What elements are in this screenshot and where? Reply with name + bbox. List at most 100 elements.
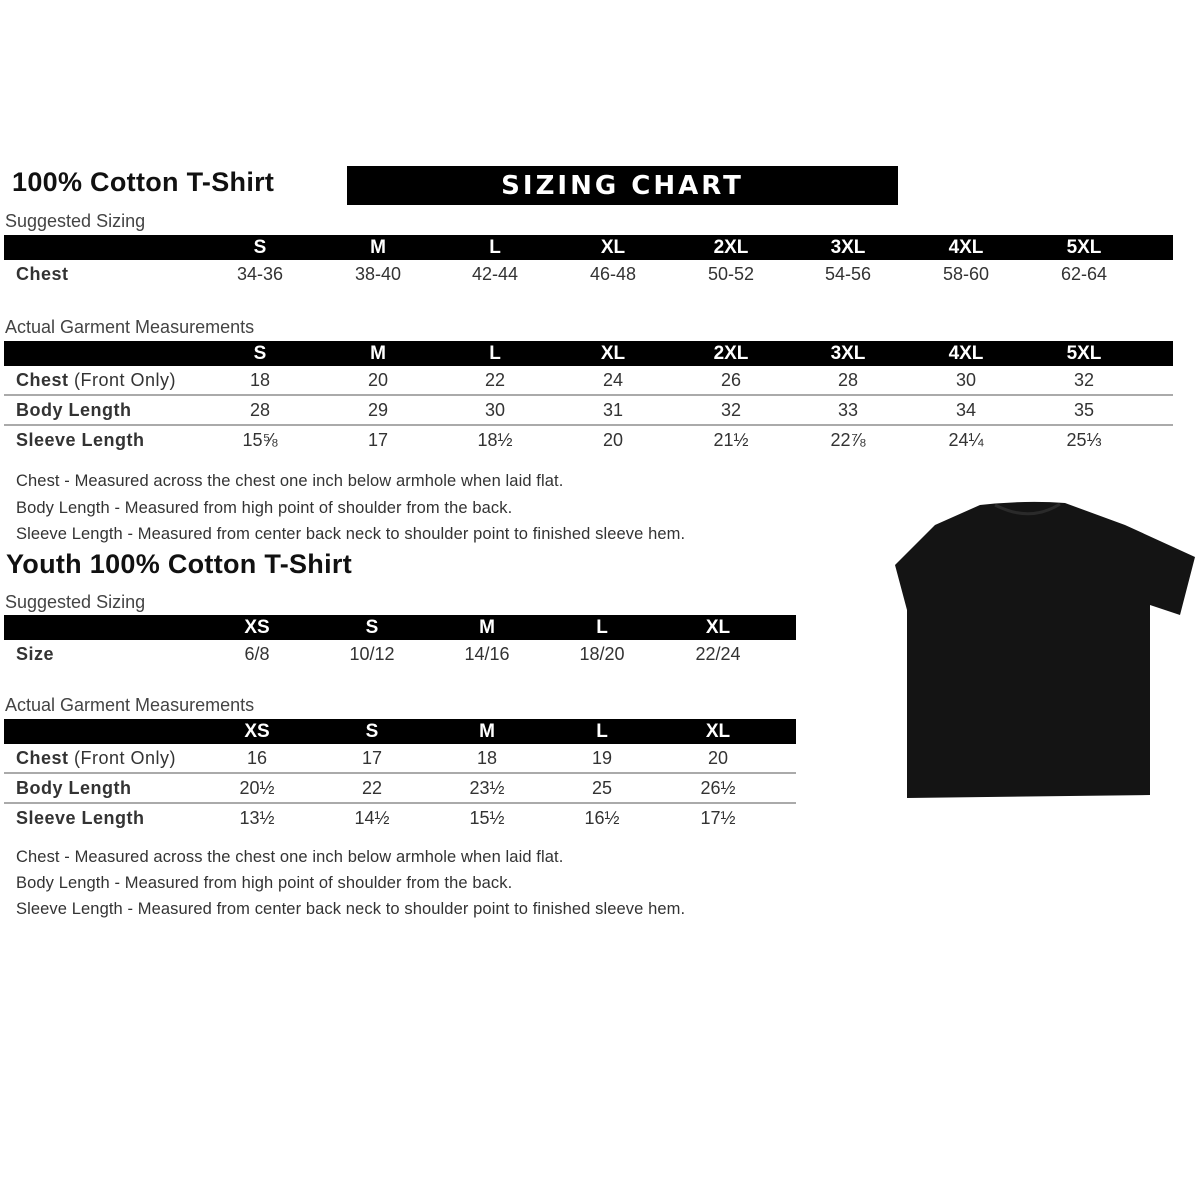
size-header-row: XS S M L XL — [4, 615, 796, 640]
table-cell: 33 — [837, 400, 859, 420]
table-cell: 15⅝ — [242, 430, 278, 450]
table-cell: 22/24 — [695, 644, 741, 664]
table-cell: 18/20 — [579, 644, 625, 664]
table-row: Chest (Front Only) 16 17 18 19 20 — [4, 744, 796, 774]
adult-actual-table: S M L XL 2XL 3XL 4XL 5XL Chest (Front Only) 18 20 2… — [4, 341, 1173, 454]
youth-actual-table: XS S M L XL Chest (Front Only) 16 17 18 19 20 Body … — [4, 719, 796, 832]
table-cell: 50-52 — [707, 264, 755, 284]
table-cell: 24 — [602, 370, 624, 390]
row-label-text: Body Length — [16, 400, 132, 420]
note-sleeve-length: Sleeve Length - Measured from center bac… — [16, 525, 686, 543]
size-header-cell: L — [596, 721, 608, 742]
size-header-cell: 5XL — [1066, 237, 1102, 258]
table-cell: 14½ — [354, 808, 390, 828]
table-cell: 18 — [476, 748, 498, 768]
row-label-text: Chest — [16, 264, 69, 284]
youth-notes: Chest - Measured across the chest one in… — [16, 844, 685, 922]
row-label-text: Sleeve Length — [16, 430, 145, 450]
table-cell: 54-56 — [824, 264, 872, 284]
note-chest: Chest - Measured across the chest one in… — [16, 472, 564, 490]
adult-actual-label: Actual Garment Measurements — [5, 317, 255, 337]
table-cell: 6/8 — [244, 644, 270, 664]
table-row: Body Length 20½ 22 23½ 25 26½ — [4, 774, 796, 804]
size-header-cell: XL — [705, 617, 731, 638]
row-label: Body Length — [16, 400, 132, 421]
size-header-cell: XL — [600, 237, 626, 258]
youth-suggested-table: XS S M L XL Size 6/8 10/12 14/16 18/20 22/24 — [4, 615, 796, 668]
row-label: Size — [16, 644, 54, 665]
size-header-cell: S — [365, 721, 379, 742]
row-sublabel: (Front Only) — [74, 748, 177, 768]
table-cell: 32 — [1073, 370, 1095, 390]
table-cell: 25⅓ — [1066, 430, 1102, 450]
row-label-text: Chest — [16, 370, 69, 390]
table-cell: 15½ — [469, 808, 505, 828]
table-cell: 17 — [367, 430, 389, 450]
row-label-text: Size — [16, 644, 55, 664]
size-header-cell: XL — [600, 343, 626, 364]
table-cell: 18½ — [477, 430, 513, 450]
table-cell: 10/12 — [349, 644, 395, 664]
table-cell: 46-48 — [589, 264, 637, 284]
table-cell: 19 — [591, 748, 613, 768]
row-label-text: Sleeve Length — [16, 808, 145, 828]
size-header-cell: M — [479, 721, 495, 742]
row-label: Chest (Front Only) — [16, 748, 176, 769]
size-header-cell: XS — [244, 617, 270, 638]
table-cell: 62-64 — [1060, 264, 1108, 284]
table-cell: 34 — [955, 400, 977, 420]
note-chest: Chest - Measured across the chest one in… — [16, 848, 564, 866]
table-cell: 28 — [837, 370, 859, 390]
table-cell: 30 — [955, 370, 977, 390]
adult-suggested-table: S M L XL 2XL 3XL 4XL 5XL Chest 34-36 38-40 42-44 46-… — [4, 235, 1173, 288]
table-cell: 28 — [249, 400, 271, 420]
table-cell: 22 — [361, 778, 383, 798]
youth-title: Youth 100% Cotton T-Shirt — [6, 549, 352, 579]
table-cell: 26 — [720, 370, 742, 390]
row-label-text: Chest — [16, 748, 69, 768]
row-label: Sleeve Length — [16, 430, 145, 451]
note-body-length: Body Length - Measured from high point o… — [16, 874, 513, 892]
table-cell: 38-40 — [354, 264, 402, 284]
table-cell: 31 — [602, 400, 624, 420]
table-row: Sleeve Length 15⅝ 17 18½ 20 21½ 22⅞ 24¼ 25⅓ — [4, 426, 1173, 454]
table-row: Chest (Front Only) 18 20 22 24 26 28 30 32 — [4, 366, 1173, 396]
table-cell: 16½ — [584, 808, 620, 828]
size-header-cell: 2XL — [713, 237, 749, 258]
row-sublabel: (Front Only) — [74, 370, 177, 390]
size-header-cell: S — [253, 237, 267, 258]
table-cell: 25 — [591, 778, 613, 798]
table-cell: 42-44 — [471, 264, 519, 284]
table-cell: 24¼ — [948, 430, 984, 450]
table-cell: 21½ — [713, 430, 749, 450]
row-label: Body Length — [16, 778, 132, 799]
size-header-cell: 5XL — [1066, 343, 1102, 364]
table-row: Size 6/8 10/12 14/16 18/20 22/24 — [4, 640, 796, 668]
size-header-row: XS S M L XL — [4, 719, 796, 744]
table-cell: 13½ — [239, 808, 275, 828]
table-cell: 34-36 — [236, 264, 284, 284]
size-header-cell: 3XL — [830, 237, 866, 258]
size-header-cell: S — [365, 617, 379, 638]
table-cell: 22⅞ — [830, 430, 866, 450]
table-cell: 20 — [707, 748, 729, 768]
youth-actual-label: Actual Garment Measurements — [5, 695, 255, 715]
size-header-cell: 3XL — [830, 343, 866, 364]
row-label-text: Body Length — [16, 778, 132, 798]
table-row: Body Length 28 29 30 31 32 33 34 35 — [4, 396, 1173, 426]
size-header-cell: M — [370, 237, 386, 258]
youth-suggested-label: Suggested Sizing — [5, 592, 146, 612]
size-header-cell: M — [479, 617, 495, 638]
sizing-chart-banner: SIZING CHART — [347, 166, 898, 205]
size-header-cell: M — [370, 343, 386, 364]
size-header-row: S M L XL 2XL 3XL 4XL 5XL — [4, 341, 1173, 366]
table-cell: 17 — [361, 748, 383, 768]
tshirt-image — [895, 501, 1195, 798]
table-cell: 20 — [602, 430, 624, 450]
table-cell: 58-60 — [942, 264, 990, 284]
adult-suggested-label: Suggested Sizing — [5, 211, 146, 231]
size-header-cell: L — [489, 343, 501, 364]
table-cell: 22 — [484, 370, 506, 390]
row-label: Sleeve Length — [16, 808, 145, 829]
